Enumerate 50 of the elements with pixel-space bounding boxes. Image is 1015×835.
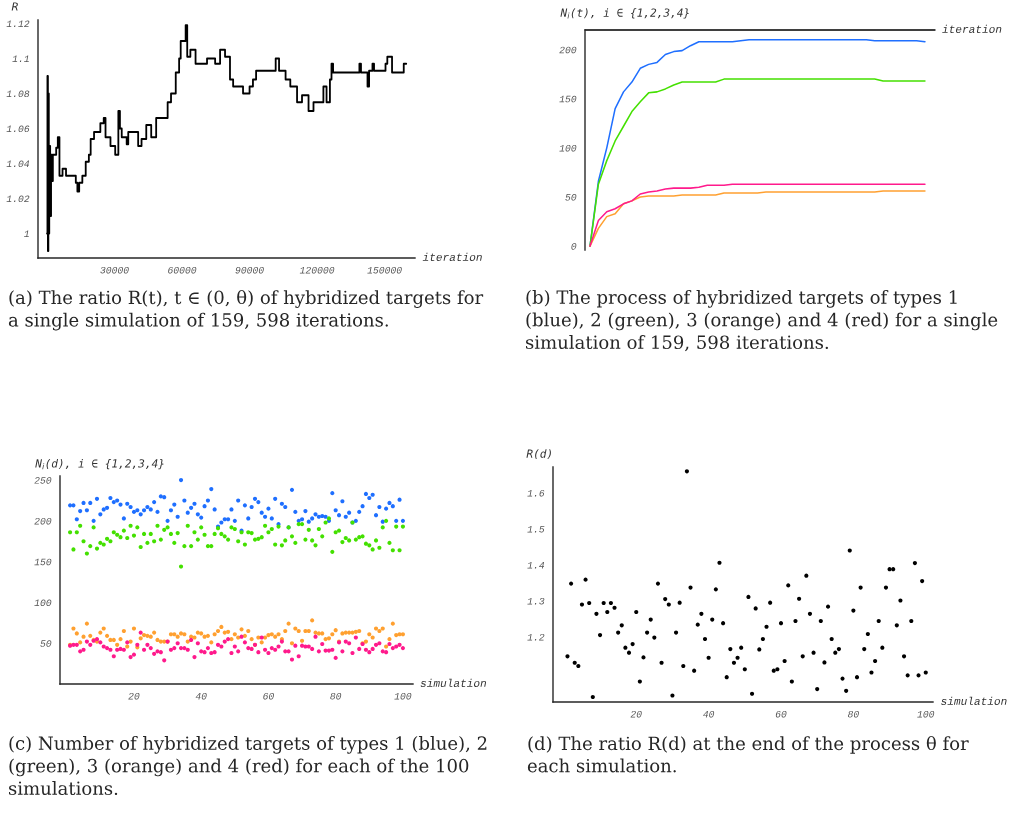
- y-tick-label: 100: [559, 144, 577, 152]
- y-tick-label: 0: [571, 243, 577, 250]
- x-tick-label: 100: [394, 692, 412, 700]
- text: (a) The ratio R(t), t ∈ (0, θ) of hybridized targets for a single simulation of 159, 598 iterations.: [8, 290, 484, 331]
- y-tick-label: 150: [559, 95, 577, 103]
- y-tick-label: 200: [34, 517, 52, 525]
- x-tick-label: 60: [775, 710, 787, 718]
- x-tick-label: 60: [263, 692, 274, 700]
- y-tick-label: 1.4: [527, 562, 545, 569]
- y-tick-label: 1.2: [527, 633, 545, 641]
- y-axis-title: R: [11, 2, 18, 11]
- text: (c) Number of hybridized targets of types 1 (blue), 2 (green), 3 (orange) and 4 (red) for each of the 100 simulations.: [9, 736, 487, 796]
- y-tick-label: 200: [559, 46, 577, 54]
- y-tick-label: 1.5: [527, 526, 545, 533]
- y-tick-label: 1: [24, 230, 29, 238]
- x-axis-title: simulation: [941, 696, 1007, 705]
- y-axis-title: R(d): [526, 449, 551, 460]
- x-tick-label: 100: [917, 710, 935, 718]
- x-tick-label: 80: [847, 710, 859, 718]
- y-tick-label: 250: [34, 477, 52, 484]
- x-tick-label: 150000: [367, 266, 402, 274]
- y-tick-label: 1.02: [6, 195, 30, 203]
- y-tick-label: 1.04: [6, 160, 30, 168]
- y-tick-label: 1.3: [527, 597, 545, 605]
- y-tick-label: 50: [565, 193, 577, 201]
- x-tick-label: 20: [128, 692, 140, 700]
- y-axis-title: N$_{i}$(d), i ∈ {1,2,3,4}: [35, 459, 164, 470]
- x-axis-title: iteration: [942, 24, 1002, 33]
- y-tick-label: 1.6: [527, 489, 545, 497]
- line-series: [589, 78, 926, 247]
- x-tick-label: 120000: [299, 266, 335, 274]
- x-tick-label: 60000: [168, 266, 197, 274]
- x-tick-label: 80: [330, 692, 342, 700]
- x-tick-label: 30000: [100, 266, 129, 274]
- x-tick-label: 40: [195, 692, 207, 700]
- x-axis-title: simulation: [420, 678, 487, 687]
- x-axis-title: iteration: [422, 252, 482, 261]
- y-tick-label: 50: [40, 640, 52, 647]
- y-tick-label: 1.12: [6, 20, 30, 28]
- x-tick-label: 90000: [235, 266, 264, 274]
- y-tick-label: 150: [34, 558, 52, 566]
- y-axis-title: N$_{i}$(t), i ∈ {1,2,3,4}: [560, 8, 689, 19]
- y-tick-label: 1.08: [6, 90, 30, 98]
- y-tick-label: 1.1: [12, 55, 29, 63]
- text: (d) The ratio R(d) at the end of the process θ for each simulation.: [527, 736, 969, 773]
- y-tick-label: 100: [34, 599, 52, 607]
- x-tick-label: 40: [703, 710, 715, 718]
- y-tick-label: 1.06: [6, 125, 30, 133]
- text: (b) The process of hybridized targets of types 1 (blue), 2 (green), 3 (orange) and 4 (red) for a single simulation of 159, 598 iterations.: [526, 290, 998, 352]
- x-tick-label: 20: [630, 710, 642, 718]
